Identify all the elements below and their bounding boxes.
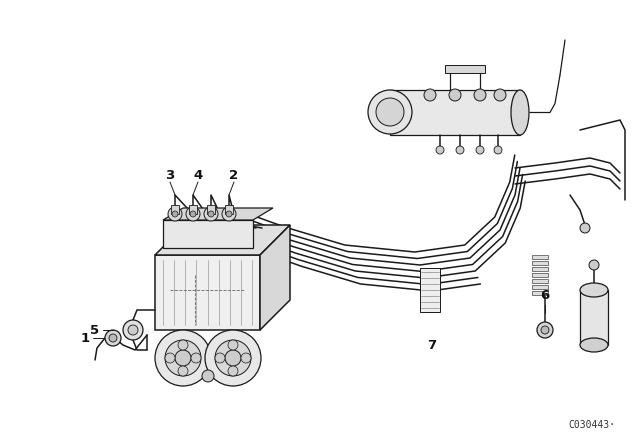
Circle shape — [494, 89, 506, 101]
Ellipse shape — [580, 338, 608, 352]
Text: 5: 5 — [90, 323, 100, 336]
Ellipse shape — [511, 90, 529, 135]
Circle shape — [368, 90, 412, 134]
Circle shape — [204, 207, 218, 221]
Bar — [532, 273, 548, 277]
Circle shape — [123, 320, 143, 340]
Polygon shape — [260, 225, 290, 330]
Circle shape — [128, 325, 138, 335]
Bar — [532, 285, 548, 289]
Circle shape — [172, 211, 178, 217]
Text: 2: 2 — [229, 168, 239, 181]
Bar — [445, 65, 485, 73]
Ellipse shape — [580, 283, 608, 297]
Bar — [171, 205, 179, 214]
Circle shape — [580, 223, 590, 233]
Circle shape — [190, 211, 196, 217]
Bar — [532, 255, 548, 259]
Circle shape — [109, 334, 117, 342]
Circle shape — [494, 146, 502, 154]
Circle shape — [202, 370, 214, 382]
Circle shape — [215, 340, 251, 376]
Circle shape — [186, 207, 200, 221]
Circle shape — [456, 146, 464, 154]
Circle shape — [241, 353, 251, 363]
Text: 4: 4 — [193, 168, 203, 181]
Circle shape — [178, 366, 188, 376]
Circle shape — [168, 207, 182, 221]
Circle shape — [208, 211, 214, 217]
Polygon shape — [420, 268, 440, 312]
Polygon shape — [155, 255, 260, 330]
Polygon shape — [163, 208, 273, 220]
Circle shape — [205, 330, 261, 386]
Polygon shape — [155, 225, 290, 255]
Circle shape — [226, 211, 232, 217]
Circle shape — [376, 98, 404, 126]
Circle shape — [225, 350, 241, 366]
Circle shape — [178, 340, 188, 350]
Circle shape — [155, 330, 211, 386]
Circle shape — [589, 260, 599, 270]
Bar — [532, 267, 548, 271]
Text: 3: 3 — [165, 168, 175, 181]
Circle shape — [424, 89, 436, 101]
Circle shape — [436, 146, 444, 154]
Circle shape — [191, 353, 201, 363]
Bar — [532, 279, 548, 283]
Bar — [532, 261, 548, 265]
Circle shape — [449, 89, 461, 101]
Circle shape — [105, 330, 121, 346]
Circle shape — [215, 353, 225, 363]
Circle shape — [175, 350, 191, 366]
Polygon shape — [163, 220, 253, 248]
Circle shape — [228, 366, 238, 376]
Bar — [189, 205, 197, 214]
Circle shape — [222, 207, 236, 221]
Bar — [532, 291, 548, 295]
Bar — [390, 90, 520, 135]
Text: 1: 1 — [81, 332, 90, 345]
Circle shape — [537, 322, 553, 338]
Circle shape — [541, 326, 549, 334]
Text: 7: 7 — [428, 339, 436, 352]
Circle shape — [228, 340, 238, 350]
Circle shape — [476, 146, 484, 154]
Bar — [225, 205, 233, 214]
Text: C030443·: C030443· — [568, 420, 615, 430]
Bar — [580, 290, 608, 345]
Text: 6: 6 — [540, 289, 550, 302]
Bar — [207, 205, 215, 214]
Circle shape — [165, 340, 201, 376]
Circle shape — [474, 89, 486, 101]
Circle shape — [165, 353, 175, 363]
